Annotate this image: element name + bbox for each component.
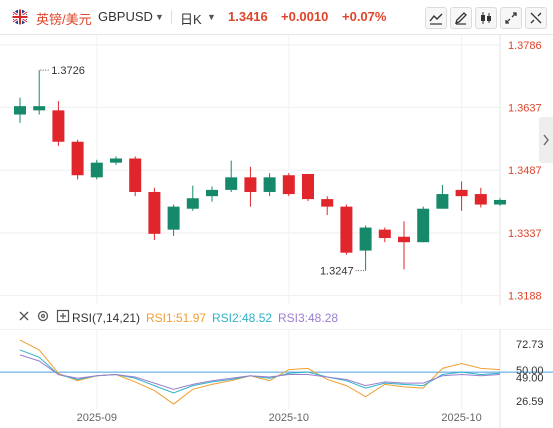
candle-body (302, 173, 314, 200)
rsi-y-tick-label: 49.00 (516, 372, 544, 384)
rsi3-value: RSI3:48.28 (278, 311, 339, 325)
expand-icon[interactable] (56, 309, 70, 323)
pencil-icon (454, 12, 467, 25)
candle-body (71, 141, 84, 176)
chevron-down-icon[interactable]: ▼ (155, 12, 164, 22)
fullscreen-button[interactable] (500, 7, 522, 29)
rsi-y-tick-label: 50.00 (516, 365, 544, 377)
rsi-indicator-bar: RSI(7,14,21) RSI1:51.97 RSI2:48.52 RSI3:… (0, 307, 400, 329)
period-selector[interactable]: 日K (180, 12, 202, 27)
side-panel-toggle[interactable] (539, 117, 553, 163)
candle-body (186, 198, 199, 209)
y-tick-label: 1.3188 (508, 290, 542, 302)
y-tick-label: 1.3487 (508, 165, 542, 177)
fullscreen-icon (505, 12, 517, 24)
rsi-series-line (19, 349, 501, 394)
x-tick-label: 2025-10 (269, 412, 309, 424)
pair-name[interactable]: 英镑/美元 (36, 12, 92, 27)
candle-body (494, 199, 506, 205)
pencil-button[interactable] (450, 7, 472, 29)
line-tool-button[interactable] (425, 7, 447, 29)
candle-body (52, 110, 65, 142)
candle-body (33, 106, 46, 111)
rsi2-value: RSI2:48.52 (212, 311, 273, 325)
annotation-label: 1.3726 (51, 65, 85, 77)
candle-body (244, 177, 257, 192)
y-tick-label: 1.3637 (508, 102, 542, 114)
candle-body (148, 191, 161, 234)
line-tool-icon (429, 13, 443, 25)
rsi1-value: RSI1:51.97 (146, 311, 207, 325)
candle-body (14, 106, 26, 115)
candle-body (110, 158, 122, 163)
candle-body (359, 227, 372, 251)
chevron-down-icon[interactable]: ▼ (207, 12, 216, 22)
rsi-name[interactable]: RSI(7,14,21) (72, 311, 141, 325)
symbol-selector[interactable]: GBPUSD (98, 9, 153, 24)
settings-button[interactable] (525, 7, 547, 29)
uk-flag-icon (12, 9, 28, 25)
candle-body (417, 208, 430, 243)
candle-body (206, 189, 218, 197)
rsi-y-tick-label: 72.73 (516, 339, 544, 351)
price-change-percent: +0.07% (342, 9, 387, 24)
candle-body (225, 177, 238, 190)
close-icon[interactable] (17, 309, 31, 323)
rsi-series-line (19, 354, 501, 390)
candlestick-chart[interactable]: 1.3786 1.3637 1.3487 1.3337 1.3188 1.3726 1.32… (0, 35, 553, 305)
y-tick-label: 1.3786 (508, 40, 542, 52)
candle-body (455, 189, 468, 197)
candle-body (263, 177, 276, 192)
candle-body (436, 194, 449, 209)
candle-body (90, 162, 103, 178)
candle-body (321, 199, 334, 207)
chevron-right-icon (543, 134, 549, 146)
chart-header: 英镑/美元 GBPUSD ▼ 日K ▼ 1.3416 +0.0010 +0.07… (0, 0, 553, 35)
settings-icon (530, 12, 542, 24)
divider (171, 10, 172, 24)
annotation-label: 1.3247 (320, 266, 354, 278)
chart-type-button[interactable] (475, 7, 497, 29)
x-tick-label: 2025-09 (77, 412, 117, 424)
candlestick-type-icon (481, 12, 491, 24)
candle-body (378, 229, 391, 239)
candle-body (340, 206, 353, 253)
x-tick-label: 2025-10 (441, 412, 481, 424)
last-price: 1.3416 (228, 9, 268, 24)
candle-body (129, 158, 142, 192)
candle-body (282, 175, 295, 195)
candle-body (167, 206, 180, 230)
gear-icon[interactable] (36, 309, 50, 323)
y-tick-label: 1.3337 (508, 228, 542, 240)
candle-body (474, 194, 487, 205)
candle-body (398, 236, 410, 243)
rsi-y-tick-label: 26.59 (516, 396, 544, 408)
price-change: +0.0010 (281, 9, 329, 24)
